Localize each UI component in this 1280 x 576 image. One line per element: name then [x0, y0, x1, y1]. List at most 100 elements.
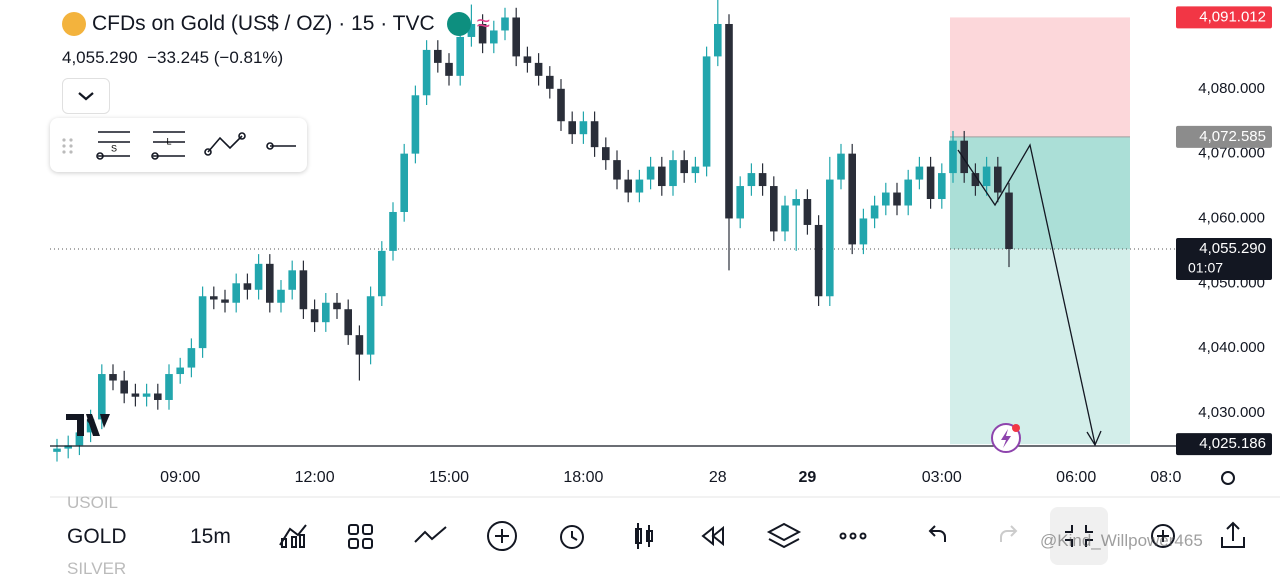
price-row: 4,055.290 −33.245 (−0.81%)	[62, 48, 283, 68]
zoom-icon[interactable]	[1151, 524, 1175, 548]
candle-body	[982, 166, 991, 187]
toolbar-icons	[279, 507, 1245, 565]
candle-body	[770, 186, 778, 232]
price-label: 4,072.585	[1199, 128, 1266, 145]
candle-body	[131, 393, 140, 397]
candle-body	[680, 160, 688, 174]
candle-body	[512, 17, 520, 57]
candle-body	[109, 374, 117, 381]
notification-dot	[1012, 424, 1020, 432]
candle-body	[747, 173, 756, 187]
candle-body	[613, 160, 621, 180]
candle-body	[803, 199, 812, 225]
gold-icon	[62, 12, 86, 36]
candle-body	[344, 309, 352, 336]
price-label-box	[1176, 433, 1272, 456]
x-tick-label: 29	[799, 469, 817, 486]
candle-body	[590, 121, 599, 148]
replay-icon[interactable]	[701, 525, 724, 547]
candle-body	[714, 23, 722, 57]
candle-body	[523, 56, 532, 63]
candle-body	[837, 153, 845, 180]
tv-logo	[66, 414, 110, 436]
candle-body	[814, 224, 823, 297]
candle-body	[736, 186, 744, 219]
indicators-icon[interactable]	[279, 524, 307, 548]
candle-body	[792, 199, 800, 206]
candle-body	[64, 445, 72, 449]
candle-body	[221, 299, 229, 303]
candle-body	[501, 17, 509, 31]
candle-body	[994, 166, 1002, 193]
collapse-button[interactable]	[62, 78, 110, 114]
settings-icon[interactable]	[1221, 471, 1235, 485]
layout-icon[interactable]	[348, 524, 373, 549]
candle-body	[120, 380, 128, 394]
candle-body	[960, 140, 968, 174]
candle-body	[154, 393, 162, 400]
x-tick-label: 08:0	[1150, 469, 1181, 486]
price-label-box	[1176, 6, 1272, 29]
candle-body	[758, 173, 767, 187]
candle-body	[165, 374, 173, 400]
candle-body	[277, 289, 285, 303]
symbol-next[interactable]: SILVER	[67, 559, 127, 576]
add-icon[interactable]	[487, 521, 517, 551]
candle-body	[602, 147, 610, 161]
candle-body	[98, 374, 106, 420]
candle-body	[243, 283, 252, 290]
candle-body	[859, 218, 868, 245]
candle-body	[691, 166, 700, 174]
price-change: −33.245 (−0.81%)	[147, 48, 284, 67]
projection-path	[957, 143, 1096, 445]
candle-body	[1005, 192, 1013, 249]
redo-icon[interactable]	[1000, 525, 1018, 542]
lightning-icon	[1001, 429, 1011, 448]
compare-icon[interactable]	[414, 526, 447, 543]
chart-type-icon[interactable]	[635, 523, 653, 549]
more-icon[interactable]	[839, 532, 867, 540]
candle-body	[422, 49, 431, 96]
candle-body	[176, 367, 184, 375]
candle-body	[568, 121, 576, 135]
candle-body	[534, 62, 543, 76]
candle-body	[434, 49, 442, 63]
symbol-prev[interactable]: USOIL	[67, 493, 119, 512]
candle-body	[624, 179, 632, 193]
candle-body	[254, 263, 263, 290]
candle-body	[557, 88, 565, 122]
header-title-row: CFDs on Gold (US$ / OZ) · 15 · TVC ≈	[62, 10, 490, 38]
y-tick-label: 4,030.000	[1198, 404, 1265, 421]
svg-text:S: S	[111, 143, 117, 153]
candle-body	[445, 62, 453, 76]
interval[interactable]: 15m	[190, 525, 231, 548]
candle-body	[926, 166, 935, 200]
tv-logo-dot	[87, 417, 93, 423]
projection-arrowhead	[1086, 430, 1102, 447]
y-tick-label: 4,040.000	[1198, 339, 1265, 356]
symbol-current[interactable]: GOLD	[67, 525, 127, 548]
candle-body	[142, 393, 151, 397]
price-label: 4,025.186	[1199, 435, 1266, 452]
x-tick-label: 09:00	[160, 469, 200, 486]
indicator-icon[interactable]: ≈	[476, 10, 490, 37]
x-tick-label: 28	[709, 469, 727, 486]
symbol-title[interactable]: CFDs on Gold (US$ / OZ) · 15 · TVC	[92, 12, 435, 35]
candle-body	[725, 23, 733, 219]
undo-icon[interactable]	[928, 525, 946, 542]
candle-body	[333, 302, 341, 310]
alert-icon[interactable]	[560, 525, 584, 549]
x-tick-label: 03:00	[922, 469, 962, 486]
x-tick-label: 06:00	[1056, 469, 1096, 486]
candle-body	[658, 166, 666, 187]
candle-body	[546, 75, 554, 89]
candle-body	[702, 56, 711, 167]
fullscreen-button[interactable]	[1050, 507, 1108, 565]
market-status[interactable]	[446, 12, 471, 36]
layers-icon[interactable]	[766, 522, 802, 549]
candle-body	[826, 179, 834, 297]
share-icon[interactable]	[1221, 521, 1245, 548]
candle-body	[299, 270, 308, 310]
